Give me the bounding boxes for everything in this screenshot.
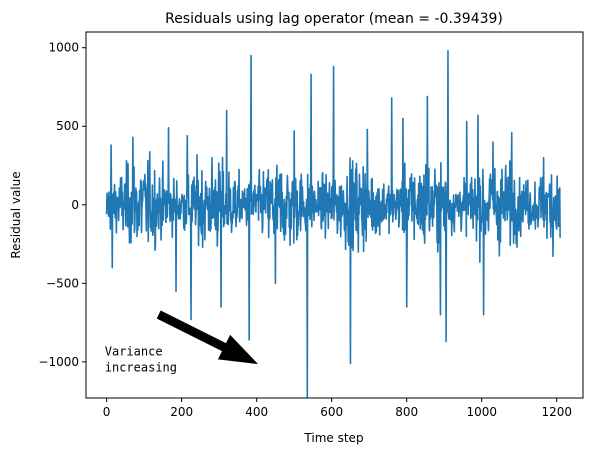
annotation-text: increasing <box>105 361 177 375</box>
chart-title: Residuals using lag operator (mean = -0.… <box>165 11 503 27</box>
x-axis-label: Time step <box>303 431 363 445</box>
x-tick-label: 600 <box>320 405 343 419</box>
residual-series <box>105 50 561 398</box>
y-axis-ticks: −1000 −500 0 500 1000 <box>38 41 86 369</box>
y-tick-label: −1000 <box>38 355 79 369</box>
x-tick-label: 1000 <box>466 405 497 419</box>
x-tick-label: 200 <box>170 405 193 419</box>
annotation-text: Variance <box>105 345 163 359</box>
x-tick-label: 800 <box>395 405 418 419</box>
x-tick-label: 1200 <box>541 405 572 419</box>
plot-frame <box>85 31 584 399</box>
y-tick-label: −500 <box>46 276 79 290</box>
variance-annotation: Variance increasing <box>105 310 259 375</box>
y-tick-label: 500 <box>56 119 79 133</box>
annotation-arrow <box>156 310 259 365</box>
y-tick-label: 0 <box>71 198 79 212</box>
x-axis-ticks: 0 200 400 600 800 1000 1200 <box>103 398 572 419</box>
x-tick-label: 0 <box>103 405 111 419</box>
y-tick-label: 1000 <box>48 41 79 55</box>
series-line <box>105 50 561 398</box>
x-tick-label: 400 <box>245 405 268 419</box>
y-axis-label: Residual value <box>9 171 23 258</box>
plot-area <box>85 31 584 399</box>
